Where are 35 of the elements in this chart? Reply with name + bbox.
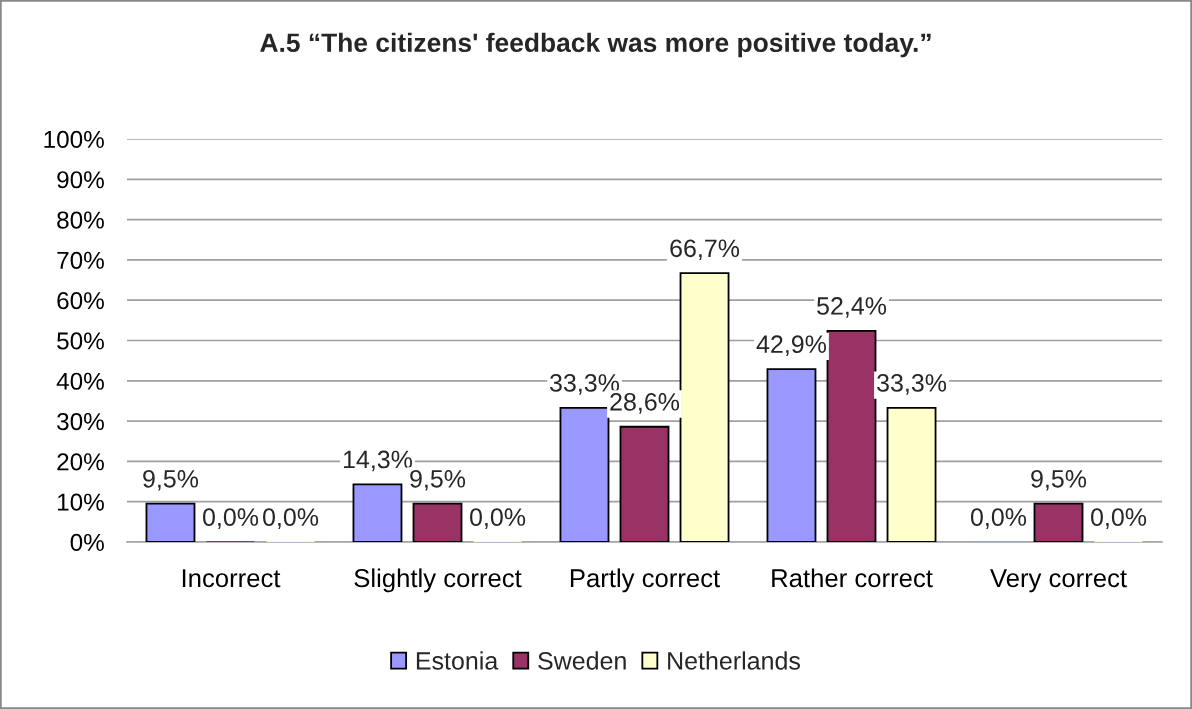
y-tick-label: 20% [57,453,104,471]
data-label: 0,0% [202,508,259,529]
y-tick-label: 30% [57,412,104,431]
data-label: 28,6% [610,392,680,414]
data-label: 33,3% [877,374,947,395]
chart-title: A.5 “The citizens' feedback was more positive today.” [260,32,931,58]
data-label: 14,3% [343,450,413,472]
data-label: 9,5% [1031,469,1087,491]
data-label: 0,0% [1091,508,1147,529]
data-label: 52,4% [817,297,887,318]
legend-label: Sweden [538,651,626,670]
x-tick-label: Rather correct [772,568,933,588]
y-tick-label: 0% [70,533,104,552]
y-tick-label: 100% [44,130,104,149]
legend-label: Estonia [416,651,499,670]
data-label: 0,0% [470,508,526,529]
data-label: 42,9% [756,335,827,357]
x-tick-label: Very correct [990,569,1127,593]
x-tick-label: Partly correct [570,568,720,593]
data-label: 0,0% [970,508,1027,529]
y-tick-label: 90% [57,171,104,189]
y-tick-label: 40% [56,372,104,390]
y-tick-label: 70% [57,251,104,269]
data-label: 66,7% [670,239,740,261]
y-tick-label: 10% [57,493,104,511]
y-tick-label: 50% [57,332,104,350]
data-label: 9,5% [143,469,199,491]
data-label: 9,5% [410,469,466,491]
data-label: 0,0% [263,508,319,529]
y-tick-label: 80% [57,211,104,229]
y-tick-label: 60% [57,292,104,310]
x-tick-label: Incorrect [182,569,281,588]
data-label: 33,3% [549,374,620,395]
legend-label: Netherlands [668,651,800,670]
x-tick-label: Slightly correct [354,568,522,593]
